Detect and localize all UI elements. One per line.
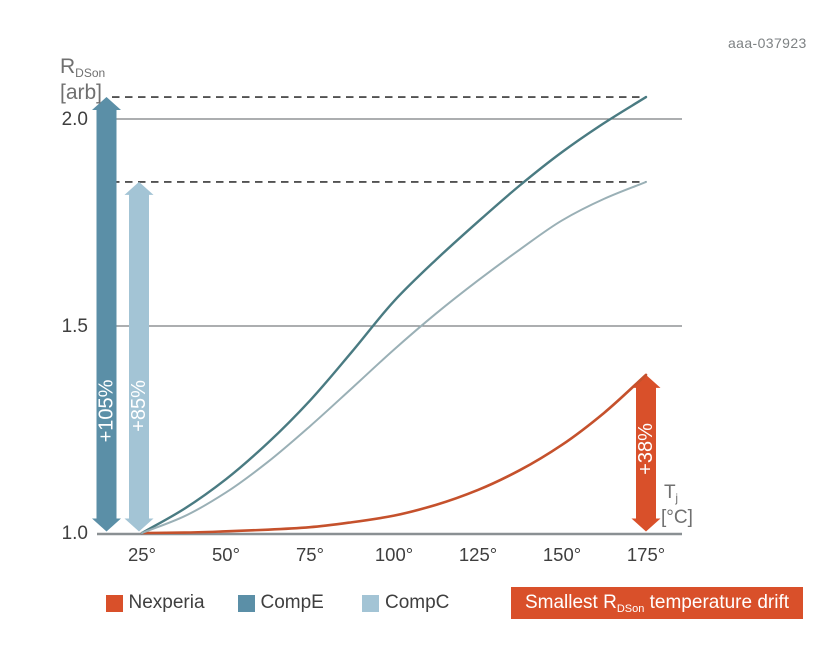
drift-arrow-label-nexperia: +38%	[635, 423, 657, 475]
legend-swatch-nexperia	[105, 594, 123, 612]
chart-legend: Nexperia CompE CompC	[0, 592, 830, 613]
x-tick-label: 150°	[542, 544, 582, 565]
drift-arrow-compc	[124, 181, 154, 532]
y-tick-label: 1.0	[61, 523, 88, 544]
y-axis-unit: [arb]	[60, 81, 103, 104]
x-tick-label: 125°	[458, 544, 498, 565]
curve-compe	[140, 95, 648, 535]
banner-text: Smallest RDSon temperature drift	[524, 591, 790, 615]
drift-arrow-label-compc: +85%	[128, 380, 150, 432]
curve-nexperia	[140, 373, 648, 535]
drift-arrow-nexperia	[631, 374, 661, 532]
legend-item-nexperia: Nexperia	[105, 592, 205, 613]
legend-label: CompC	[385, 592, 450, 613]
legend-swatch-compe	[237, 594, 255, 612]
y-axis-subscript: DSon	[75, 66, 106, 80]
x-tick-label: 25°	[128, 544, 156, 565]
legend-label: Nexperia	[128, 592, 205, 613]
x-axis-symbol: T	[664, 482, 676, 503]
y-axis-symbol: R	[60, 55, 76, 78]
x-axis-unit: [°C]	[661, 507, 693, 528]
drift-arrow-compe	[92, 97, 121, 532]
x-axis-subscript: j	[675, 491, 678, 505]
highlight-banner: Smallest RDSon temperature drift	[511, 587, 803, 619]
y-axis-title: RDSon [arb]	[60, 55, 106, 104]
drift-arrow-label-compe: +105%	[96, 379, 118, 442]
x-tick-label: 175°	[626, 544, 666, 565]
figure-code: aaa-037923	[728, 35, 807, 51]
legend-label: CompE	[260, 592, 324, 613]
y-tick-label: 2.0	[61, 109, 88, 130]
legend-item-compe: CompE	[237, 592, 324, 613]
legend-item-compc: CompC	[362, 592, 450, 613]
x-axis-title: Tj [°C]	[661, 483, 693, 528]
x-tick-label: 75°	[296, 544, 324, 565]
legend-swatch-compc	[362, 594, 379, 612]
x-tick-label: 100°	[374, 544, 414, 565]
x-tick-label: 50°	[212, 544, 240, 565]
y-tick-label: 1.5	[61, 316, 88, 337]
curve-compc	[141, 180, 647, 534]
